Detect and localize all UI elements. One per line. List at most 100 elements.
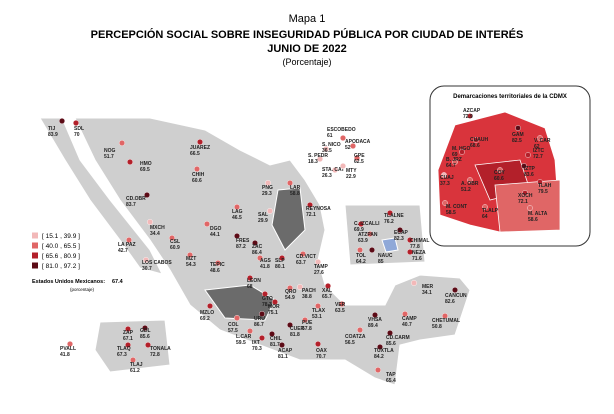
city-dot xyxy=(350,142,357,149)
city-dot xyxy=(367,230,374,237)
city-value: 53.1 xyxy=(312,314,322,320)
city-dot xyxy=(146,218,153,225)
district-dot xyxy=(473,137,479,143)
city-name: PUE xyxy=(302,320,313,326)
city-dot xyxy=(59,117,66,124)
city-value: 82.6 xyxy=(445,299,455,305)
city-value: 70 xyxy=(74,132,80,138)
city-value: 56.5 xyxy=(345,340,355,346)
city-value: 50.8 xyxy=(432,324,442,330)
city-name: CHETUMAL xyxy=(432,318,460,324)
city-name: TEPIC xyxy=(210,262,225,268)
city-dot xyxy=(203,220,210,227)
city-value: 22.9 xyxy=(346,174,356,180)
district-dot xyxy=(467,177,473,183)
city-dot xyxy=(251,239,258,246)
district-dot xyxy=(441,172,447,178)
city-name: OAX xyxy=(316,348,328,354)
city-value: 87.2 xyxy=(236,244,246,250)
city-dot xyxy=(206,303,213,310)
city-name: NAUC xyxy=(378,253,393,259)
city-name: TIJ xyxy=(48,126,55,132)
city-dot xyxy=(259,335,266,342)
city-value: 77.8 xyxy=(410,244,420,250)
city-value: 89.4 xyxy=(368,323,378,329)
city-value: 85.6 xyxy=(140,334,150,340)
city-name: STA. CAT xyxy=(322,167,344,173)
city-value: 69.2 xyxy=(200,316,210,322)
city-name: MER xyxy=(422,284,434,290)
city-dot xyxy=(387,209,394,216)
city-value: 65.4 xyxy=(386,378,396,384)
national-label: Estados Unidos Mexicanos: xyxy=(32,279,105,285)
district-value: 60.6 xyxy=(494,176,504,182)
legend-swatch xyxy=(32,252,38,259)
city-name: CHIMAL xyxy=(410,238,429,244)
city-value: 44.1 xyxy=(210,232,220,238)
city-name: ACAP xyxy=(278,348,293,354)
city-dot xyxy=(307,201,314,208)
city-name: MXCH xyxy=(150,225,165,231)
city-dot xyxy=(269,331,276,338)
city-dot xyxy=(267,207,274,214)
district-value: 51.2 xyxy=(461,187,471,193)
city-value: 82.3 xyxy=(394,236,404,242)
city-name: HMO xyxy=(140,161,152,167)
city-value: 64.2 xyxy=(356,259,366,265)
city-value: 29.9 xyxy=(258,218,268,224)
city-dot xyxy=(142,257,149,264)
district-name: A. OBR xyxy=(461,181,479,187)
city-value: 63.9 xyxy=(358,238,368,244)
city-name: TAP xyxy=(386,372,396,378)
district-name: TLALP xyxy=(482,208,499,214)
city-dot xyxy=(315,303,322,310)
city-dot xyxy=(246,275,253,282)
city-name: S. PEDR xyxy=(308,153,328,159)
city-value: 41.8 xyxy=(260,264,270,270)
city-name: TLALNE xyxy=(384,213,404,219)
city-dot xyxy=(387,330,394,337)
city-name: ECAP xyxy=(394,230,409,236)
city-value: 36.5 xyxy=(322,148,332,154)
map-unit: (Porcentaje) xyxy=(282,57,331,67)
district-dot xyxy=(497,167,503,173)
city-value: 34.4 xyxy=(150,231,160,237)
city-name: COATZA xyxy=(345,334,366,340)
city-dot xyxy=(72,119,79,126)
city-value: 66.5 xyxy=(190,151,200,157)
city-name: TONALA xyxy=(150,346,171,352)
cdmx-inset: Demarcaciones territoriales de la CDMX xyxy=(429,85,591,247)
city-name: URU xyxy=(254,316,265,322)
city-name: LAR xyxy=(290,185,301,191)
city-dot xyxy=(442,313,449,320)
city-value: 26.3 xyxy=(322,173,332,179)
city-value: 86.4 xyxy=(252,250,262,256)
city-name: ZAP xyxy=(123,330,134,336)
city-dot xyxy=(143,191,150,198)
city-dot xyxy=(233,315,240,322)
city-value: 60.6 xyxy=(192,178,202,184)
city-dot xyxy=(214,260,221,267)
city-name: L.CAR xyxy=(236,334,252,340)
city-dot xyxy=(66,341,73,348)
city-value: 60.9 xyxy=(170,245,180,251)
district-value: 68.6 xyxy=(470,143,480,149)
city-name: GDL xyxy=(140,328,151,334)
district-dot xyxy=(537,179,543,185)
district-value: 64.7 xyxy=(446,163,456,169)
city-value: 30.7 xyxy=(142,266,152,272)
city-value: 85 xyxy=(378,259,384,265)
city-name: CSL xyxy=(170,239,180,245)
city-name: GTO xyxy=(262,296,273,302)
city-value: 54.3 xyxy=(186,262,196,268)
city-value: 83.7 xyxy=(126,202,136,208)
district-dot xyxy=(467,113,473,119)
district-value: 72.9 xyxy=(463,114,473,120)
city-name: AGS xyxy=(260,258,272,264)
city-dot xyxy=(402,311,409,318)
city-name: ATZPAN xyxy=(358,232,378,238)
city-dot xyxy=(377,344,384,351)
city-value: 63.5 xyxy=(335,308,345,314)
city-dot xyxy=(315,259,322,266)
city-value: 80.1 xyxy=(275,264,285,270)
